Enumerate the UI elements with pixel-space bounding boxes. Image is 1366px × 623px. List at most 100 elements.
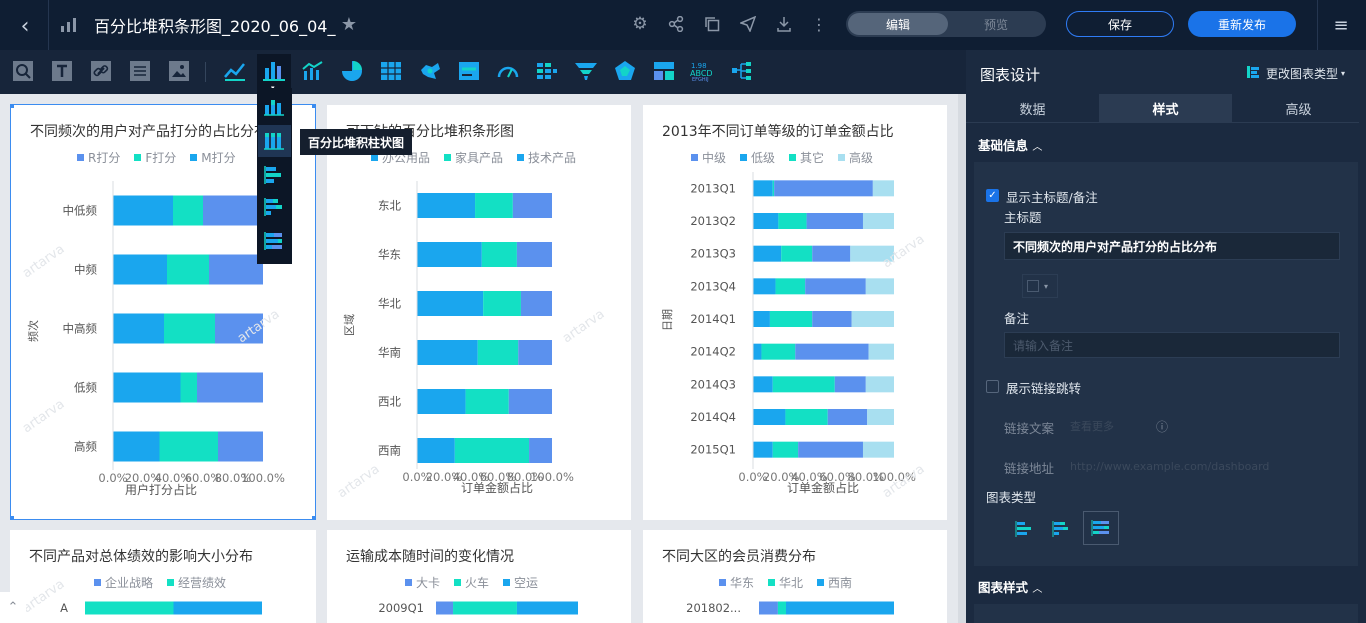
bar-segment [772,441,799,458]
note-input[interactable]: 请输入备注 [1004,332,1340,358]
text-icon[interactable] [49,58,75,84]
tab-data[interactable]: 数据 [1019,102,1046,118]
chevron-up-icon: ︿ [1032,142,1043,153]
legend-item[interactable]: R打分 [77,149,120,165]
panel-scrollbar[interactable] [1359,100,1366,623]
horizontal-percent-bar-icon[interactable] [261,228,287,254]
kpi-card-icon[interactable] [456,58,482,84]
legend-item[interactable]: 大卡 [405,574,440,590]
chart-card-3[interactable]: 2013年不同订单等级的订单金额占比 中级 低级 其它 高级 2013Q1 201… [643,105,947,520]
link-icon[interactable] [88,58,114,84]
percent-stacked-bar-option-icon[interactable] [1083,511,1119,545]
show-link-checkbox[interactable] [986,380,999,393]
funnel-icon[interactable] [573,58,599,84]
bar-segment [827,409,868,425]
back-icon[interactable]: ‹ [20,13,30,39]
bar-segment [867,409,894,425]
bar-segment [798,441,863,458]
tab-style[interactable]: 样式 [1099,94,1232,122]
heatmap-icon[interactable] [534,58,560,84]
map-icon[interactable] [417,58,443,84]
resize-handle[interactable] [10,104,14,108]
republish-button[interactable]: 重新发布 [1188,11,1296,37]
design-panel: 图表设计 更改图表类型 ▾ 数据 样式 高级 基础信息 ︿ ✓ 显示主标题/备注… [966,50,1366,623]
mode-switch[interactable]: 编辑 预览 [846,11,1046,37]
bar-segment [85,601,174,615]
resize-handle[interactable] [10,516,14,520]
title-color-picker[interactable]: ▾ [1022,274,1058,298]
download-icon[interactable] [773,13,795,35]
chart-card-4[interactable]: 不同产品对总体绩效的影响大小分布 企业战略 经营绩效 A [10,530,316,623]
menu-icon[interactable]: ≡ [1333,14,1349,36]
gauge-icon[interactable] [495,58,521,84]
section-chart-style[interactable]: 图表样式 ︿ [978,577,1042,596]
legend-item[interactable]: 其它 [789,149,824,165]
show-title-checkbox[interactable]: ✓ [986,189,999,202]
send-icon[interactable] [737,13,759,35]
more-icon[interactable]: ⋮ [811,14,827,34]
bar-segment [781,245,813,262]
bar-segment [159,431,218,462]
radar-icon[interactable] [612,58,638,84]
scrollbar[interactable] [958,94,966,623]
filter-table-icon[interactable] [127,58,153,84]
bar-segment [850,245,894,262]
link-url-input[interactable]: http://www.example.com/dashboard [1070,459,1270,473]
horizontal-stacked-bar-icon[interactable] [261,194,287,220]
bar-stacked-icon[interactable] [261,94,287,120]
mode-preview-tab[interactable]: 预览 [983,17,1008,32]
link-url-label: 链接地址 [1004,461,1055,476]
mode-edit-tab[interactable]: 编辑 [848,13,948,35]
horizontal-bar-option-icon[interactable] [1010,514,1040,544]
settings-icon[interactable]: ⚙ [632,14,648,34]
legend-item[interactable]: 中级 [691,149,726,165]
legend-item[interactable]: 经营绩效 [167,574,226,590]
tree-icon[interactable] [729,58,755,84]
legend-item[interactable]: 企业战略 [94,574,153,590]
stacked-bar-option-icon[interactable] [1047,514,1077,544]
legend-item[interactable]: 西南 [817,574,852,590]
info-icon[interactable]: ⓘ [1156,420,1169,434]
legend-item[interactable]: 技术产品 [517,149,576,165]
image-icon[interactable] [166,58,192,84]
legend-item[interactable]: 家具产品 [444,149,503,165]
section-basic[interactable]: 基础信息 ︿ [978,135,1042,154]
resize-handle[interactable] [312,516,316,520]
bar-chart-icon[interactable] [261,58,287,84]
bar-segment [508,389,552,414]
bar-segment [806,213,863,229]
tab-advanced[interactable]: 高级 [1285,102,1312,118]
horizontal-bar-icon[interactable] [261,162,287,188]
resize-handle[interactable] [312,104,316,108]
chart-card-2[interactable]: 可下钻的百分比堆积条形图 办公用品 家具产品 技术产品 东北 华东 华北 华南 西北 西南… [327,105,631,520]
legend-item[interactable]: 华东 [719,574,754,590]
legend-item[interactable]: 低级 [740,149,775,165]
legend-item[interactable]: 高级 [838,149,873,165]
save-button[interactable]: 保存 [1066,11,1174,37]
chart-card-1[interactable]: 不同频次的用户对产品打分的占比分布 R打分 F打分 M打分 中低频 中频 中高频 低频… [10,104,316,520]
star-icon[interactable]: ★ [340,13,358,35]
combo-chart-icon[interactable] [300,58,326,84]
bar-segment [203,195,263,226]
panel-title: 图表设计 [980,66,1041,84]
query-icon[interactable] [10,58,36,84]
link-text-input[interactable]: 查看更多 [1070,420,1114,433]
legend-item[interactable]: 火车 [454,574,489,590]
main-title-input[interactable]: 不同频次的用户对产品打分的占比分布 [1004,232,1340,260]
change-chart-type-button[interactable]: 更改图表类型 ▾ [1246,65,1345,82]
share-icon[interactable] [665,13,687,35]
scroll-top-icon[interactable]: ⌃ [0,592,26,623]
cross-table-icon[interactable] [651,58,677,84]
chart-card-5[interactable]: 运输成本随时间的变化情况 大卡 火车 空运 2009Q1 [327,530,631,623]
line-chart-icon[interactable] [222,58,248,84]
word-cloud-icon[interactable]: 1.98 ABCD EFGHIJ [690,58,716,84]
bar-percent-stacked-icon[interactable] [261,128,287,154]
pie-chart-icon[interactable] [339,58,365,84]
legend-item[interactable]: M打分 [190,149,236,165]
copy-icon[interactable] [701,13,723,35]
legend-item[interactable]: 空运 [503,574,538,590]
legend-item[interactable]: F打分 [134,149,176,165]
chart-card-6[interactable]: 不同大区的会员消费分布 华东 华北 西南 201802... [643,530,947,623]
legend-item[interactable]: 华北 [768,574,803,590]
table-icon[interactable] [378,58,404,84]
